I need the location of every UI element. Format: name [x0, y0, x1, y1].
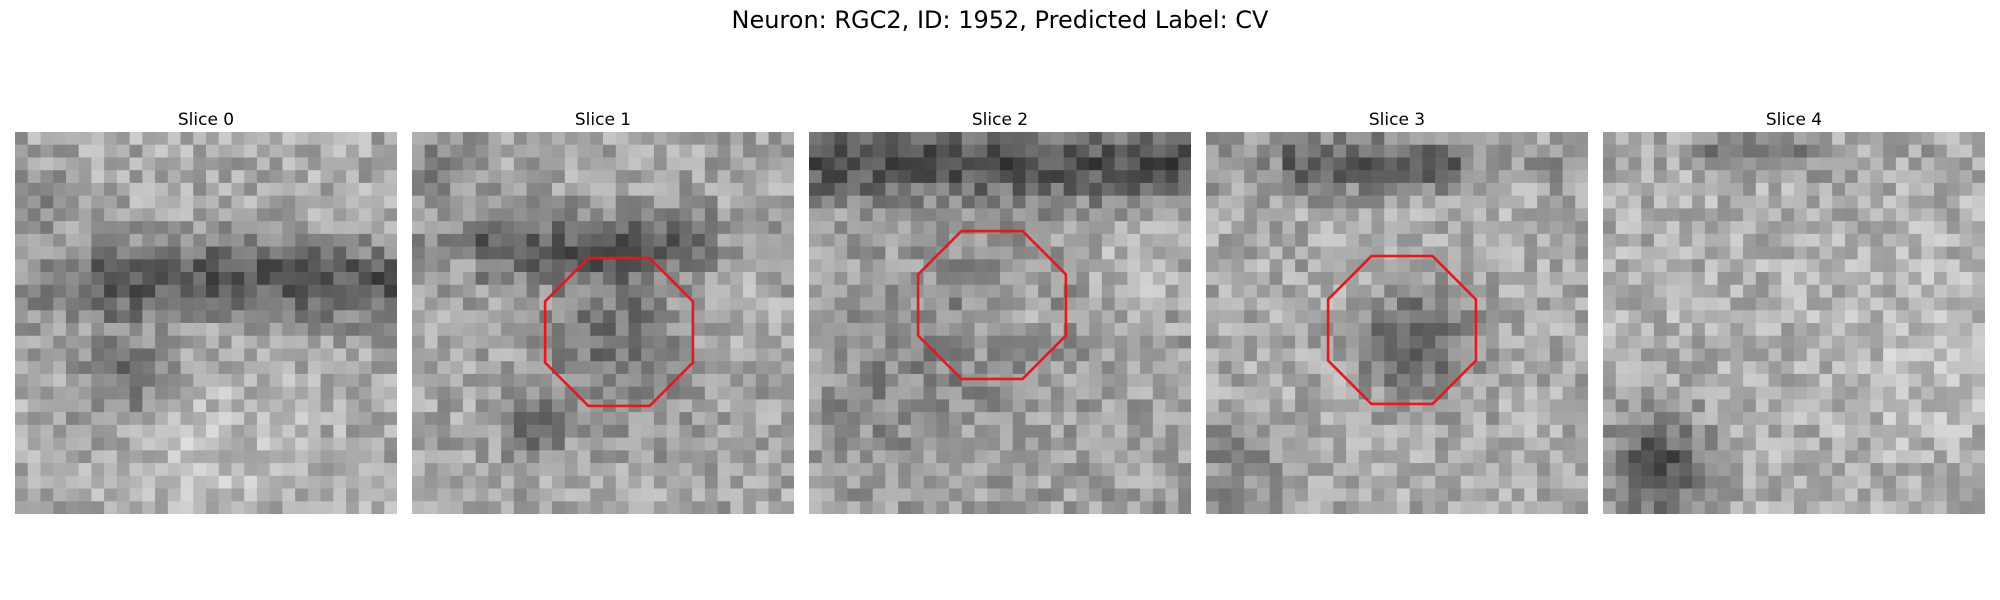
slice-panel-3: Slice 3 — [1206, 108, 1588, 514]
pixel-grid — [1206, 132, 1588, 514]
figure-title: Neuron: RGC2, ID: 1952, Predicted Label:… — [731, 6, 1269, 34]
slice-title-3: Slice 3 — [1368, 110, 1426, 130]
slice-image-3 — [1206, 132, 1588, 514]
roi-outline — [543, 256, 695, 408]
roi-outline — [1326, 254, 1478, 406]
pixel-grid — [412, 132, 794, 514]
slice-title-2: Slice 2 — [971, 110, 1029, 130]
slice-panel-2: Slice 2 — [809, 108, 1191, 514]
slice-image-2 — [809, 132, 1191, 514]
pixel-grid — [809, 132, 1191, 514]
slice-panel-0: Slice 0 — [15, 108, 397, 514]
slice-panel-1: Slice 1 — [412, 108, 794, 514]
slice-title-0: Slice 0 — [177, 110, 235, 130]
slice-title-1: Slice 1 — [574, 110, 632, 130]
pixel-grid — [15, 132, 397, 514]
slice-image-0 — [15, 132, 397, 514]
pixel-grid — [1603, 132, 1985, 514]
slice-title-4: Slice 4 — [1765, 110, 1823, 130]
slice-panel-4: Slice 4 — [1603, 108, 1985, 514]
slice-image-4 — [1603, 132, 1985, 514]
slice-image-1 — [412, 132, 794, 514]
roi-outline — [916, 229, 1068, 381]
